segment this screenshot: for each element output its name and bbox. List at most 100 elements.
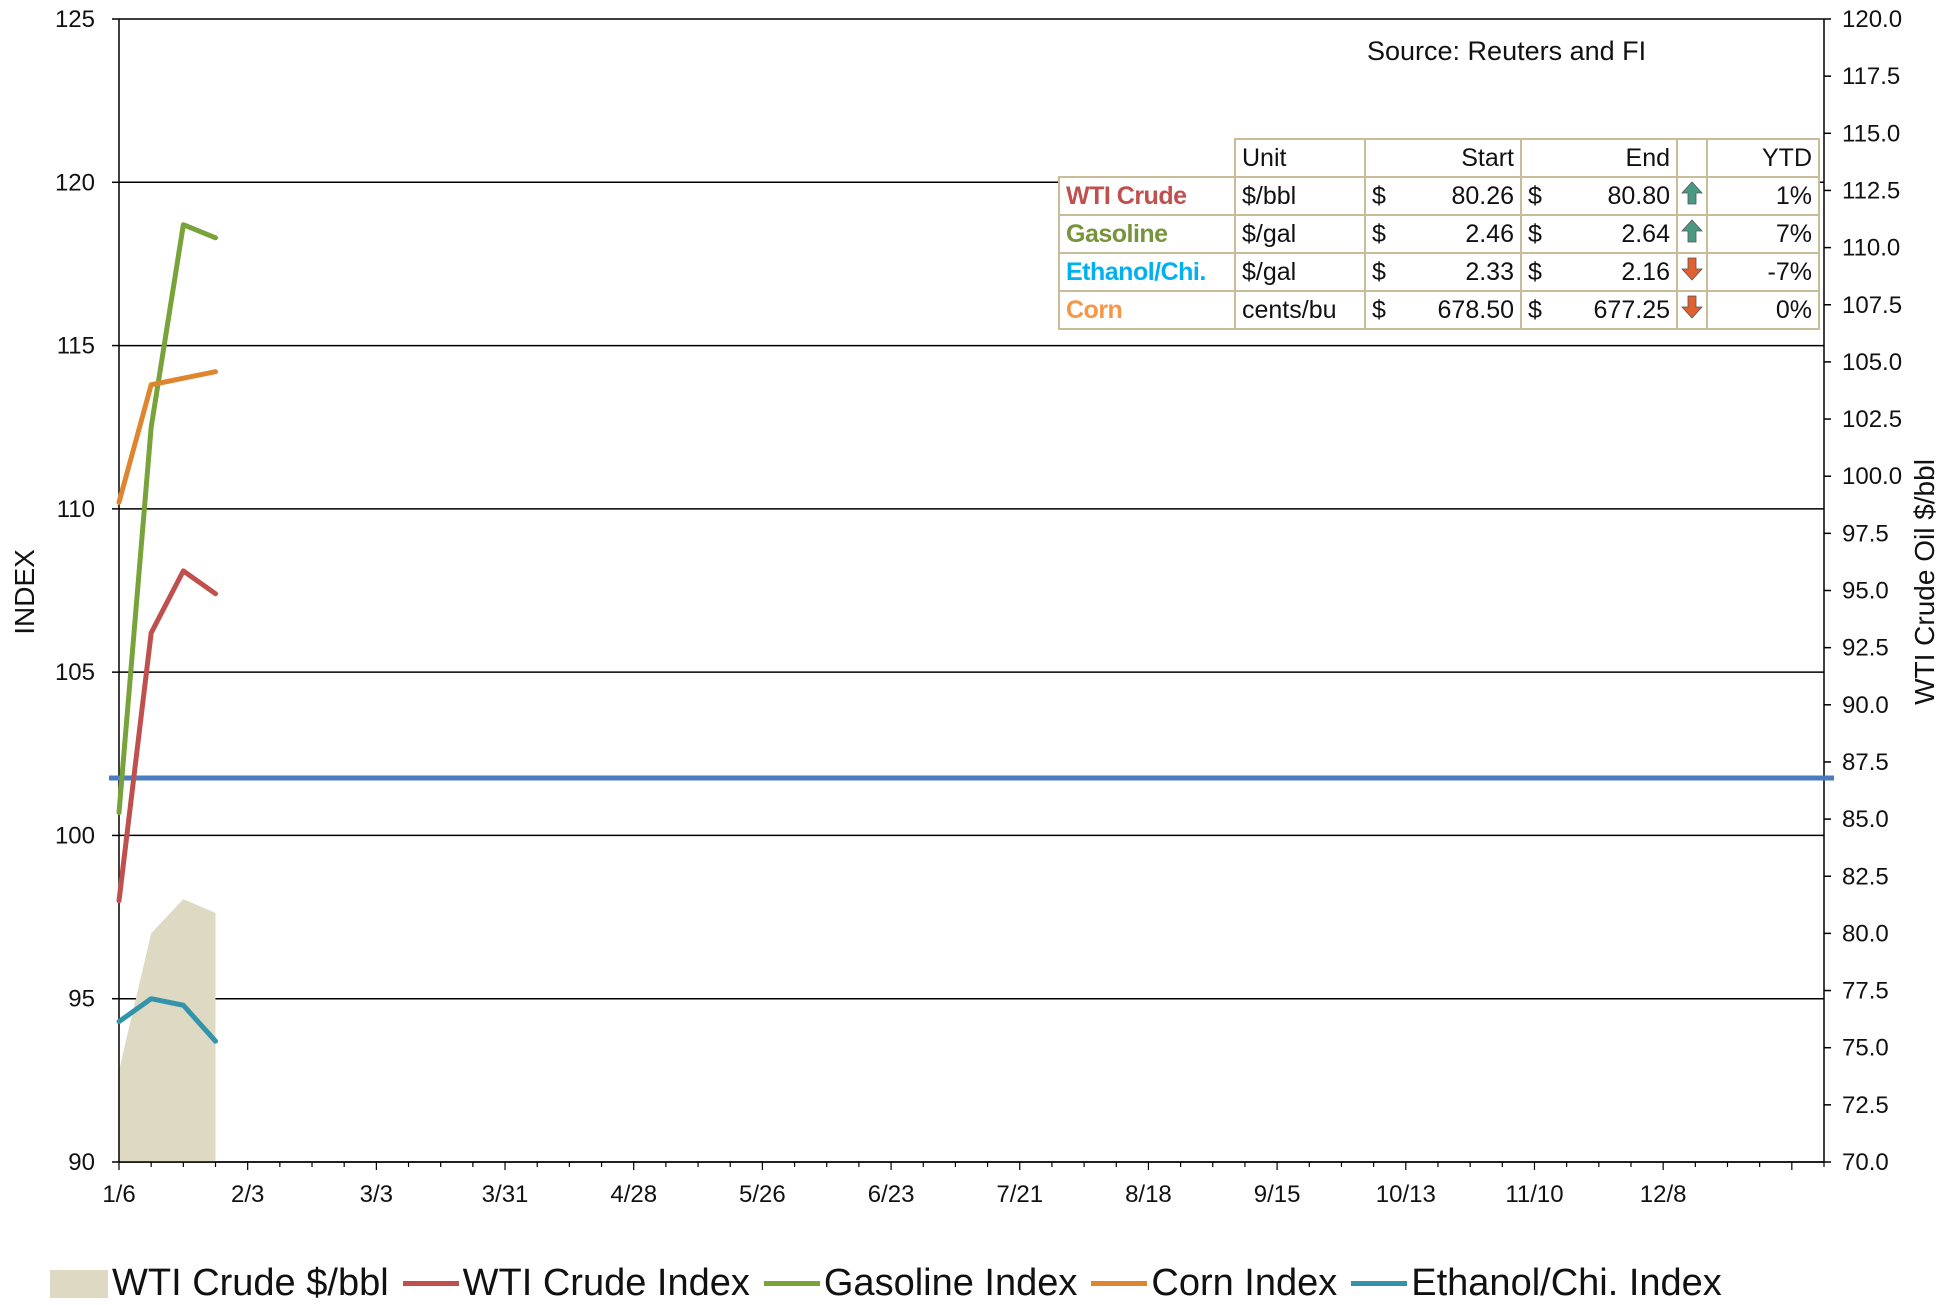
arrow-down-icon	[1676, 252, 1708, 292]
legend-item: Ethanol/Chi. Index	[1351, 1262, 1722, 1305]
x-axis-tick-labels: 1/6 2/3 3/3 3/31 4/28 5/26 6/23 7/21 8/18 9/15 10/…	[102, 1181, 1686, 1208]
start-currency: $	[1372, 257, 1386, 286]
end-currency: $	[1528, 219, 1542, 248]
area-wti-crude-bbl	[119, 899, 216, 1162]
right-axis-title: WTI Crude Oil $/bbl	[1909, 459, 1940, 705]
gridlines	[119, 18, 1824, 1163]
start-value: 2.33	[1465, 257, 1514, 286]
x-tick-label: 4/28	[610, 1181, 657, 1208]
summary-table: Unit Start End YTD WTI Crude $/bbl $80.26 $…	[1058, 138, 1820, 330]
end-value: 677.25	[1593, 295, 1670, 324]
right-tick-label: 100.0	[1842, 463, 1902, 490]
end-currency: $	[1528, 257, 1542, 286]
ytd-change: 0%	[1706, 290, 1820, 330]
legend-swatch	[763, 1281, 820, 1286]
arrow-up-icon	[1676, 214, 1708, 254]
left-tick-label: 115	[57, 333, 95, 360]
left-tick-label: 110	[57, 496, 95, 523]
left-tick-label: 100	[55, 822, 95, 849]
start-currency: $	[1372, 219, 1386, 248]
summary-table-header-row: Unit Start End YTD	[1059, 138, 1820, 178]
right-tick-label: 92.5	[1842, 635, 1889, 662]
x-tick-label: 6/23	[868, 1181, 915, 1208]
commodity-name: WTI Crude	[1058, 176, 1236, 216]
right-tick-label: 70.0	[1842, 1149, 1889, 1176]
x-tick-label: 1/6	[102, 1181, 135, 1208]
legend-label: WTI Crude $/bbl	[112, 1262, 389, 1304]
right-tick-label: 105.0	[1842, 349, 1902, 376]
legend-label: WTI Crude Index	[462, 1262, 750, 1304]
header-ytd: YTD	[1706, 138, 1820, 178]
legend-label: Corn Index	[1151, 1262, 1338, 1304]
right-tick-label: 77.5	[1842, 978, 1889, 1005]
left-tick-label: 90	[68, 1149, 95, 1176]
right-tick-label: 72.5	[1842, 1092, 1889, 1119]
unit-cell: $/bbl	[1234, 176, 1366, 216]
start-currency: $	[1372, 295, 1386, 324]
end-currency: $	[1528, 295, 1542, 324]
left-axis-tick-labels: 90 95 100 105 110 115 120 125	[55, 6, 95, 1176]
x-tick-label: 10/13	[1376, 1181, 1436, 1208]
legend-swatch	[50, 1269, 108, 1298]
summary-table-body: Unit Start End YTD WTI Crude $/bbl $80.26 $…	[1058, 138, 1820, 330]
x-tick-label: 5/26	[739, 1181, 786, 1208]
right-tick-label: 120.0	[1842, 6, 1902, 33]
legend-item: WTI Crude Index	[402, 1262, 750, 1305]
end-value: 2.16	[1621, 257, 1670, 286]
legend-item: Corn Index	[1091, 1262, 1337, 1305]
unit-cell: $/gal	[1234, 214, 1366, 254]
series-line-ethanol-chi-index	[116, 996, 219, 1044]
right-tick-label: 75.0	[1842, 1035, 1889, 1062]
right-tick-label: 80.0	[1842, 920, 1889, 947]
start-price-cell: $678.50	[1364, 290, 1522, 330]
right-tick-label: 85.0	[1842, 806, 1889, 833]
left-axis-title: INDEX	[9, 549, 40, 635]
left-tick-label: 95	[68, 986, 95, 1013]
right-tick-label: 110.0	[1842, 235, 1900, 262]
header-trend	[1676, 138, 1708, 178]
right-tick-label: 112.5	[1842, 177, 1900, 204]
summary-table-row: Gasoline $/gal $2.46 $2.64 7%	[1058, 214, 1820, 254]
right-axis-tick-labels: 70.0 72.5 75.0 77.5 80.0 82.5 85.0 87.5 90.0 92.5…	[1842, 6, 1902, 1176]
legend-label: Gasoline Index	[823, 1262, 1078, 1304]
legend-swatch	[1351, 1281, 1408, 1286]
left-tick-label: 120	[55, 169, 95, 196]
summary-table-row: Ethanol/Chi. $/gal $2.33 $2.16 -7%	[1058, 252, 1820, 292]
right-tick-label: 117.5	[1842, 63, 1900, 90]
end-value: 2.64	[1621, 219, 1670, 248]
right-tick-label: 102.5	[1842, 406, 1902, 433]
end-value: 80.80	[1607, 181, 1670, 210]
end-price-cell: $2.16	[1520, 252, 1678, 292]
area-series	[119, 899, 216, 1162]
end-price-cell: $677.25	[1520, 290, 1678, 330]
end-price-cell: $2.64	[1520, 214, 1678, 254]
left-tick-label: 105	[55, 659, 95, 686]
commodity-name: Corn	[1058, 290, 1236, 330]
legend-label: Ethanol/Chi. Index	[1411, 1262, 1722, 1304]
x-tick-label: 12/8	[1640, 1181, 1687, 1208]
right-tick-label: 97.5	[1842, 520, 1889, 547]
arrow-up-icon	[1676, 176, 1708, 216]
legend-swatch	[1091, 1281, 1148, 1286]
right-tick-label: 87.5	[1842, 749, 1889, 776]
left-tick-label: 125	[55, 6, 95, 33]
end-price-cell: $80.80	[1520, 176, 1678, 216]
axes	[112, 18, 1831, 1170]
legend: WTI Crude $/bbl WTI Crude Index Gasoline I…	[50, 1262, 1736, 1305]
unit-cell: cents/bu	[1234, 290, 1366, 330]
summary-table-row: Corn cents/bu $678.50 $677.25 0%	[1058, 290, 1820, 330]
arrow-down-icon	[1676, 290, 1708, 330]
source-note: Source: Reuters and FI	[1367, 36, 1646, 66]
line-series	[116, 222, 219, 1044]
x-tick-label: 8/18	[1125, 1181, 1172, 1208]
start-price-cell: $2.33	[1364, 252, 1522, 292]
series-line-gasoline-index	[116, 222, 219, 816]
legend-swatch	[402, 1281, 459, 1286]
x-tick-label: 11/10	[1505, 1181, 1563, 1208]
summary-table-row: WTI Crude $/bbl $80.26 $80.80 1%	[1058, 176, 1820, 216]
start-currency: $	[1372, 181, 1386, 210]
start-value: 678.50	[1437, 295, 1514, 324]
series-line-wti-crude-index	[116, 568, 219, 904]
commodity-name: Ethanol/Chi.	[1058, 252, 1236, 292]
legend-item: WTI Crude $/bbl	[50, 1262, 389, 1305]
